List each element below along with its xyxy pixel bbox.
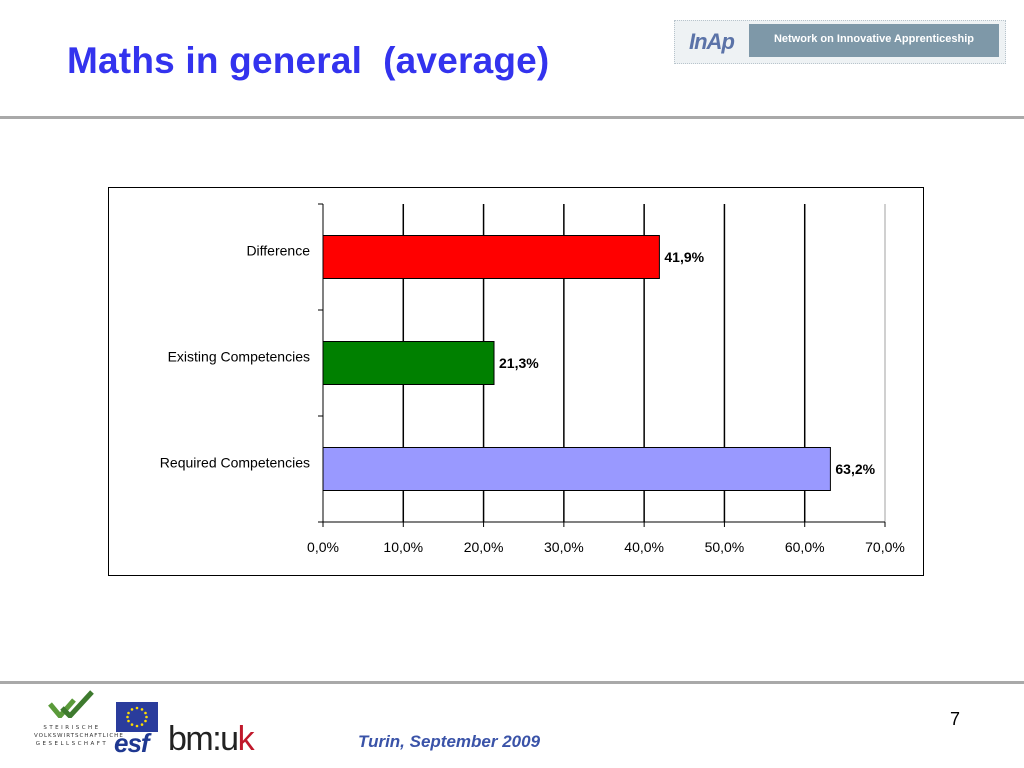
data-label: 41,9% xyxy=(664,249,704,265)
x-tick-label: 20,0% xyxy=(464,539,504,555)
category-label: Difference xyxy=(246,243,310,259)
bar-chart: 0,0% 10,0% 20,0% 30,0% 40,0% 50,0% 60,0% 70,0% D… xyxy=(160,203,905,555)
bmuk-logo-main: bm:u xyxy=(168,720,239,758)
inap-logo-text: Network on Innovative Apprenticeship xyxy=(749,24,999,57)
x-tick-label: 30,0% xyxy=(544,539,584,555)
eu-flag-icon xyxy=(116,702,158,732)
steirische-line-2: VOLKSWIRTSCHAFTLICHE xyxy=(34,733,124,739)
data-label: 21,3% xyxy=(499,355,539,371)
bar xyxy=(322,341,495,385)
x-tick-label: 60,0% xyxy=(785,539,825,555)
footer-divider xyxy=(0,681,1024,684)
chart-frame: 0,0% 10,0% 20,0% 30,0% 40,0% 50,0% 60,0% 70,0% D… xyxy=(108,187,924,576)
steirische-line-3: GESELLSCHAFT xyxy=(35,741,109,747)
bar xyxy=(322,447,831,491)
x-tick-label: 50,0% xyxy=(705,539,745,555)
x-tick-label: 0,0% xyxy=(307,539,339,555)
bar xyxy=(322,235,660,279)
steirische-checkmark-logo xyxy=(48,690,94,718)
category-label: Existing Competencies xyxy=(168,349,310,365)
esf-logo-text: esf xyxy=(114,728,150,758)
bmuk-logo-k: k xyxy=(237,720,255,758)
page-number: 7 xyxy=(950,709,961,729)
footer-logos: STEIRISCHE VOLKSWIRTSCHAFTLICHE GESELLSC… xyxy=(34,690,274,759)
data-label: 63,2% xyxy=(835,461,875,477)
x-tick-label: 40,0% xyxy=(624,539,664,555)
inap-logo-mark: InAp xyxy=(689,29,735,54)
slide-title: Maths in general (average) xyxy=(67,40,550,81)
inap-logo: InAp Network on Innovative Apprenticeshi… xyxy=(674,20,1006,64)
bmuk-logo: bm:uk xyxy=(168,720,255,759)
steirische-line-1: STEIRISCHE xyxy=(43,725,101,731)
x-tick-label: 70,0% xyxy=(865,539,905,555)
category-label: Required Competencies xyxy=(160,455,310,471)
steirische-logo-text: STEIRISCHE VOLKSWIRTSCHAFTLICHE GESELLSC… xyxy=(34,724,124,748)
header-divider xyxy=(0,116,1024,119)
x-tick-label: 10,0% xyxy=(383,539,423,555)
footer-date: Turin, September 2009 xyxy=(358,732,541,751)
